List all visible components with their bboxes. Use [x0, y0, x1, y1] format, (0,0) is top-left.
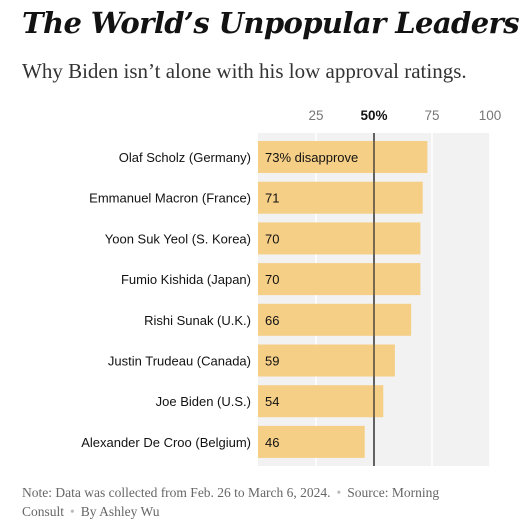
bar: [258, 222, 421, 255]
bar: [258, 181, 423, 214]
category-labels: Olaf Scholz (Germany) Emmanuel Macron (Fr…: [81, 150, 251, 450]
tick-label: 100: [479, 108, 502, 123]
source-note: Source: Morning Consult: [22, 485, 440, 519]
value-label: 71: [265, 191, 279, 206]
value-label: 54: [265, 394, 279, 409]
category-label: Joe Biden (U.S.): [156, 394, 251, 409]
separator-dot: •: [70, 504, 75, 519]
value-label: 70: [265, 231, 279, 246]
tick-label: 75: [424, 108, 439, 123]
bar: [258, 425, 365, 458]
chart-subtitle: Why Biden isn’t alone with his low appro…: [22, 59, 467, 83]
value-label: 73% disapprove: [265, 150, 358, 165]
category-label: Yoon Suk Yeol (S. Korea): [105, 231, 251, 246]
bar: [258, 385, 384, 418]
value-label: 70: [265, 272, 279, 287]
category-label: Emmanuel Macron (France): [89, 191, 251, 206]
tick-label: 50%: [360, 108, 387, 123]
tick-label: 25: [308, 108, 323, 123]
value-label: 66: [265, 313, 279, 328]
separator-dot: •: [336, 485, 342, 500]
category-label: Fumio Kishida (Japan): [121, 272, 251, 287]
bar: [258, 263, 421, 296]
category-label: Justin Trudeau (Canada): [108, 354, 251, 369]
footnote: Note: Data was collected from Feb. 26 to…: [22, 483, 492, 521]
value-label: 46: [265, 435, 279, 450]
bar: [258, 303, 412, 336]
bars: [258, 141, 428, 458]
data-note: Note: Data was collected from Feb. 26 to…: [22, 485, 331, 500]
value-label: 59: [265, 354, 279, 369]
bar: [258, 344, 395, 377]
value-labels: 73% disapprove 71 70 70 66 59 54 46: [265, 150, 358, 450]
byline: By Ashley Wu: [80, 504, 160, 519]
category-label: Alexander De Croo (Belgium): [81, 435, 251, 450]
axis-ticks: 25 50% 75 100: [308, 108, 501, 466]
category-label: Rishi Sunak (U.K.): [144, 313, 251, 328]
category-label: Olaf Scholz (Germany): [119, 150, 251, 165]
chart-title: The World’s Unpopular Leaders: [22, 6, 520, 40]
bar: [258, 141, 428, 173]
